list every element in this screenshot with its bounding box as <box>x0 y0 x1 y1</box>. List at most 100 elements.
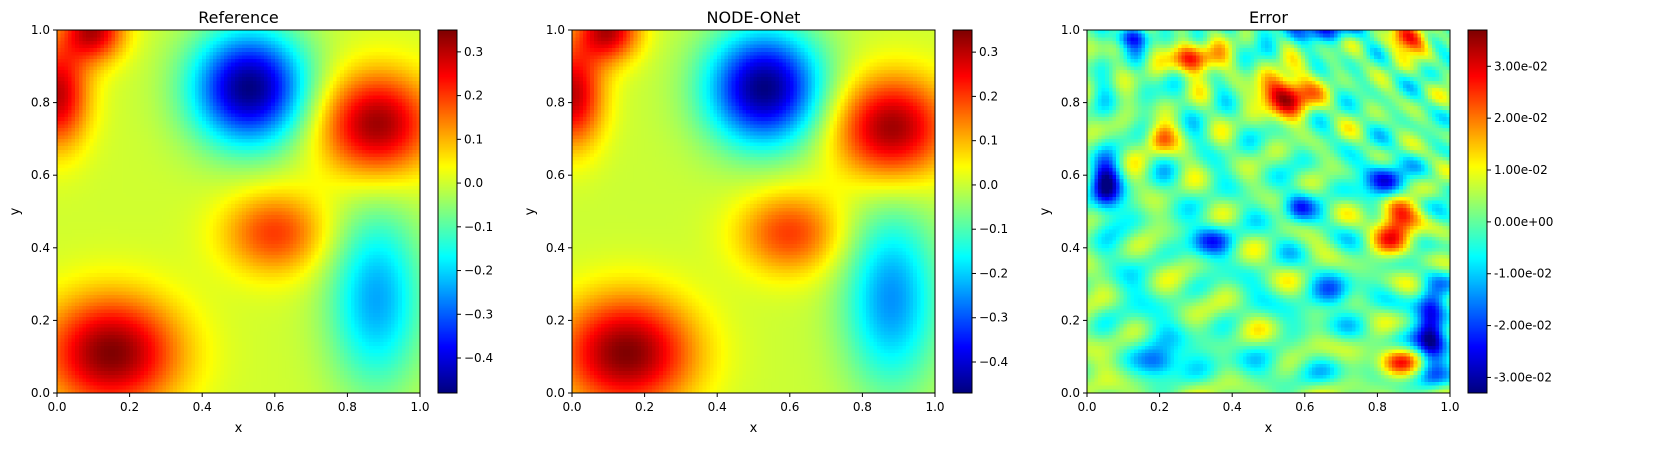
y-tick-label: 1.0 <box>31 23 50 37</box>
colorbar-frame <box>437 29 458 394</box>
y-tick: 0.0 <box>31 386 57 400</box>
y-tick: 0.8 <box>546 96 572 110</box>
x-tick-label: 0.0 <box>1077 400 1096 414</box>
colorbar-tick-label: −0.1 <box>979 222 1008 236</box>
colorbar-tick-label: 0.0 <box>979 178 998 192</box>
colorbar-tick-label: -1.00e-02 <box>1494 267 1552 281</box>
colorbar-tick-label: −0.3 <box>979 311 1008 325</box>
colorbar-ticks: −0.4 −0.3 −0.2 −0.1 0.0 0.1 0.2 0.3 <box>457 45 493 365</box>
x-tick-label: 0.6 <box>780 400 799 414</box>
colorbar-tick-label: 0.1 <box>979 134 998 148</box>
y-axis-label: y <box>1038 207 1053 215</box>
x-tick-label: 0.0 <box>562 400 581 414</box>
colorbar-tick-label: -3.00e-02 <box>1494 370 1552 384</box>
x-tick: 0.8 <box>853 393 872 414</box>
y-tick-label: 0.2 <box>546 313 565 327</box>
x-tick-label: 0.2 <box>635 400 654 414</box>
x-tick-label: 0.8 <box>1368 400 1387 414</box>
x-tick: 0.4 <box>1223 393 1242 414</box>
colorbar-tick-label: -2.00e-02 <box>1494 319 1552 333</box>
heatmap-error-image <box>1087 30 1450 393</box>
colorbar-node-onet-image <box>953 30 972 393</box>
colorbar-node-onet: −0.4 −0.3 −0.2 −0.1 0.0 0.1 0.2 0.3 <box>952 29 1008 394</box>
x-tick-label: 0.4 <box>708 400 727 414</box>
x-tick-label: 1.0 <box>1440 400 1459 414</box>
colorbar-tick-label: 0.2 <box>979 89 998 103</box>
chart-title: Reference <box>198 8 279 27</box>
colorbar-tick-label: −0.4 <box>464 351 493 365</box>
chart-title: NODE-ONet <box>707 8 801 27</box>
y-tick-label: 0.2 <box>1061 313 1080 327</box>
x-tick: 1.0 <box>410 393 430 414</box>
plot-frame <box>571 29 936 394</box>
heatmap-error <box>1086 29 1451 394</box>
x-tick: 0.4 <box>193 393 212 414</box>
x-tick: 0.2 <box>635 393 654 414</box>
y-tick-label: 0.8 <box>31 96 50 110</box>
x-tick-label: 0.2 <box>120 400 139 414</box>
y-tick: 0.0 <box>1061 386 1087 400</box>
x-axis-label: x <box>235 421 243 436</box>
colorbar-ticks: -3.00e-02 -2.00e-02 -1.00e-02 0.00e+00 1.00e… <box>1487 59 1553 384</box>
x-tick: 0.8 <box>338 393 357 414</box>
heatmap-node-onet <box>571 29 936 394</box>
colorbar-frame <box>952 29 973 394</box>
y-tick: 0.4 <box>546 241 572 255</box>
y-tick: 0.2 <box>31 313 57 327</box>
x-tick-label: 0.6 <box>265 400 284 414</box>
y-tick: 0.4 <box>1061 241 1087 255</box>
chart-title: Error <box>1249 8 1288 27</box>
y-tick: 0.0 <box>546 386 572 400</box>
y-axis: 0.0 0.2 0.4 0.6 0.8 1.0 y <box>8 23 57 400</box>
x-tick: 0.6 <box>265 393 284 414</box>
y-tick: 0.2 <box>1061 313 1087 327</box>
colorbar-tick-label: 0.1 <box>464 132 483 146</box>
y-tick-label: 0.0 <box>31 386 50 400</box>
x-axis: 0.0 0.2 0.4 0.6 0.8 1.0 x <box>1077 393 1460 436</box>
colorbar-ticks: −0.4 −0.3 −0.2 −0.1 0.0 0.1 0.2 0.3 <box>972 45 1008 369</box>
x-axis: 0.0 0.2 0.4 0.6 0.8 1.0 x <box>47 393 430 436</box>
panel-reference: Reference 0.0 0.2 0.4 0.6 0.8 1.0 x 0.0 … <box>8 8 493 436</box>
y-tick-label: 1.0 <box>1061 23 1080 37</box>
colorbar-tick-label: 0.0 <box>464 176 483 190</box>
x-tick-label: 0.2 <box>1150 400 1169 414</box>
x-tick-label: 0.4 <box>1223 400 1242 414</box>
x-tick: 0.2 <box>120 393 139 414</box>
x-tick: 0.6 <box>780 393 799 414</box>
y-tick-label: 0.0 <box>1061 386 1080 400</box>
heatmap-node-onet-image <box>572 30 935 393</box>
heatmap-reference-image <box>57 30 420 393</box>
y-tick-label: 0.4 <box>31 241 50 255</box>
x-axis: 0.0 0.2 0.4 0.6 0.8 1.0 x <box>562 393 945 436</box>
y-tick-label: 0.0 <box>546 386 565 400</box>
colorbar-tick-label: 2.00e-02 <box>1494 111 1548 125</box>
y-tick-label: 0.8 <box>546 96 565 110</box>
y-axis-label: y <box>8 207 23 215</box>
x-tick-label: 1.0 <box>410 400 429 414</box>
x-tick: 0.4 <box>708 393 727 414</box>
colorbar-tick-label: 0.2 <box>464 89 483 103</box>
y-tick-label: 0.6 <box>1061 168 1080 182</box>
x-tick: 0.0 <box>47 393 67 414</box>
x-tick-label: 0.4 <box>193 400 212 414</box>
y-axis: 0.0 0.2 0.4 0.6 0.8 1.0 y <box>523 23 572 400</box>
y-tick: 1.0 <box>31 23 57 37</box>
colorbar-error: -3.00e-02 -2.00e-02 -1.00e-02 0.00e+00 1.00e… <box>1467 29 1553 394</box>
x-tick-label: 0.6 <box>1295 400 1314 414</box>
y-tick: 0.6 <box>1061 168 1087 182</box>
colorbar-tick-label: −0.2 <box>979 266 1008 280</box>
y-tick: 0.6 <box>31 168 57 182</box>
y-tick-label: 0.6 <box>546 168 565 182</box>
x-tick: 1.0 <box>1440 393 1460 414</box>
colorbar-tick-label: 3.00e-02 <box>1494 59 1548 73</box>
colorbar-tick-label: 0.3 <box>979 45 998 59</box>
colorbar-tick-label: −0.3 <box>464 307 493 321</box>
y-tick: 0.2 <box>546 313 572 327</box>
y-tick: 0.8 <box>1061 96 1087 110</box>
y-tick-label: 0.6 <box>31 168 50 182</box>
x-tick-label: 1.0 <box>925 400 944 414</box>
panel-error: Error 0.0 0.2 0.4 0.6 0.8 1.0 x 0.0 0.2 … <box>1038 8 1553 436</box>
y-tick: 0.4 <box>31 241 57 255</box>
x-tick: 0.2 <box>1150 393 1169 414</box>
